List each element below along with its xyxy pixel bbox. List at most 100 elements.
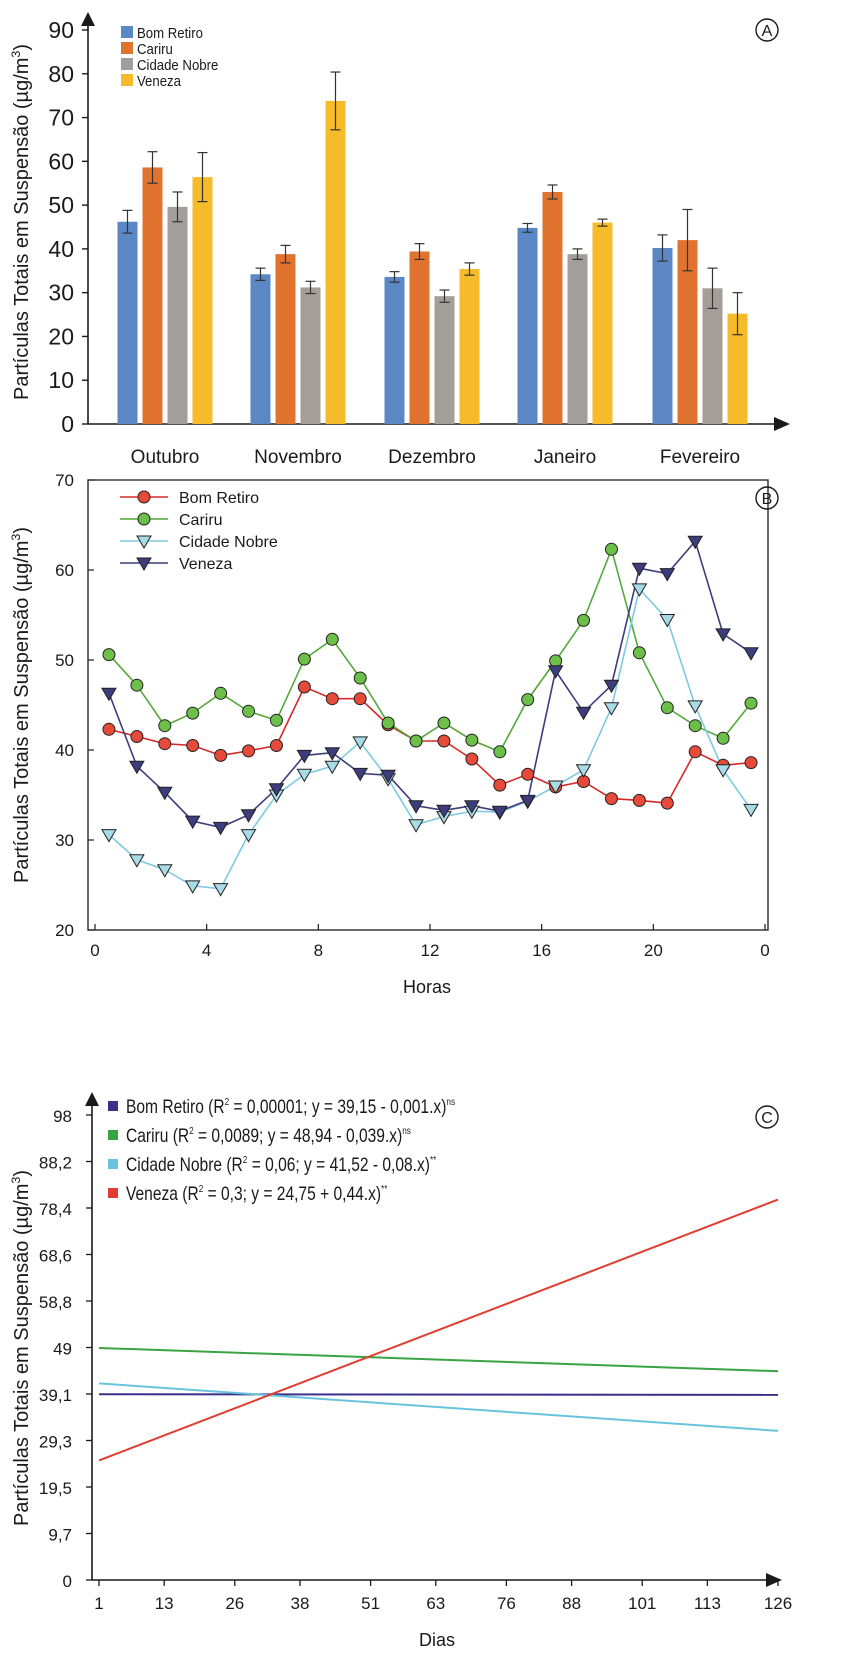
legend-marker xyxy=(136,535,152,549)
data-point xyxy=(408,800,424,814)
regression-line xyxy=(98,1198,779,1462)
y-tick-label: 20 xyxy=(48,323,74,349)
bar xyxy=(117,221,138,424)
legend-label: Bom Retiro xyxy=(179,490,259,507)
y-axis-label: Partículas Totais em Suspensão (µg/m3) xyxy=(9,44,33,400)
panel-label: C xyxy=(761,1110,773,1127)
bar xyxy=(434,296,455,424)
data-point xyxy=(324,747,341,761)
x-tick-label: 126 xyxy=(764,1594,792,1613)
x-tick-label: 0 xyxy=(760,941,769,960)
bar xyxy=(192,177,213,424)
data-point xyxy=(688,719,702,733)
data-point xyxy=(240,829,257,843)
data-point xyxy=(352,767,369,782)
x-tick-label: Outubro xyxy=(131,447,200,468)
regression-line xyxy=(98,1346,779,1373)
data-point xyxy=(575,764,592,778)
regression-line xyxy=(98,1393,779,1396)
bar xyxy=(142,167,163,424)
x-tick-label: Janeiro xyxy=(534,447,596,468)
legend-marker xyxy=(137,490,151,504)
x-tick-label: 38 xyxy=(291,1594,310,1613)
data-point xyxy=(102,722,116,736)
data-point xyxy=(102,648,116,662)
panel-label-circle xyxy=(755,18,779,42)
x-tick-label: 8 xyxy=(314,941,323,960)
legend-label: Veneza (R2 = 0,3; y = 24,75 + 0,44.x)** xyxy=(126,1183,388,1205)
data-point xyxy=(214,686,228,700)
data-point xyxy=(158,719,172,733)
bar xyxy=(727,313,748,424)
y-tick-label: 49 xyxy=(53,1340,72,1359)
x-tick-label: 1 xyxy=(94,1594,103,1613)
data-point xyxy=(521,767,535,781)
x-tick-label: Novembro xyxy=(254,447,342,468)
data-point xyxy=(744,696,758,710)
legend-swatch xyxy=(121,42,133,54)
bar xyxy=(567,254,588,424)
x-tick-label: 113 xyxy=(694,1594,721,1613)
y-tick-label: 40 xyxy=(55,741,74,760)
data-point xyxy=(549,654,563,668)
y-axis-arrow xyxy=(85,1092,99,1106)
data-point xyxy=(409,734,423,748)
data-point xyxy=(687,700,704,714)
data-point xyxy=(603,702,620,716)
data-point xyxy=(659,614,676,628)
data-point xyxy=(214,748,228,762)
data-point xyxy=(184,815,201,830)
y-tick-label: 0 xyxy=(61,411,74,437)
y-tick-label: 60 xyxy=(48,148,74,174)
data-point xyxy=(380,769,396,784)
data-point xyxy=(464,800,480,814)
legend-marker xyxy=(137,512,151,526)
data-point xyxy=(129,854,145,868)
data-point xyxy=(325,632,339,646)
y-tick-label: 19,5 xyxy=(39,1479,72,1498)
data-point xyxy=(603,679,620,694)
legend-swatch xyxy=(108,1188,118,1198)
x-tick-label: 20 xyxy=(644,941,663,960)
y-tick-label: 39,1 xyxy=(39,1386,72,1405)
legend-label: Veneza xyxy=(137,72,181,89)
data-point xyxy=(659,568,676,582)
data-point xyxy=(547,665,564,679)
data-point xyxy=(547,780,564,794)
y-tick-label: 30 xyxy=(48,280,74,306)
bar xyxy=(702,288,723,424)
y-tick-label: 40 xyxy=(48,236,74,262)
y-axis-label: Partículas Totais em Suspensão (µg/m3) xyxy=(9,1170,33,1526)
legend-label: Cidade Nobre xyxy=(179,534,278,551)
data-point xyxy=(101,687,117,702)
legend-label: Bom Retiro (R2 = 0,00001; y = 39,15 - 0,… xyxy=(126,1096,455,1118)
panel-a: 0 10 20 30 40 50 60 70 80 90 Partículas Totais em … xyxy=(9,12,790,468)
panel-label: B xyxy=(762,491,773,508)
x-tick-label: 12 xyxy=(421,941,440,960)
data-point xyxy=(632,646,646,660)
y-axis-arrow xyxy=(81,12,95,26)
data-point xyxy=(687,535,704,550)
y-tick-label: 98 xyxy=(53,1107,72,1126)
x-tick-label: 51 xyxy=(361,1594,380,1613)
legend-label: Cidade Nobre xyxy=(137,56,218,73)
legend-label: Veneza xyxy=(179,556,232,573)
x-tick-label: 13 xyxy=(155,1594,174,1613)
x-tick-label: 16 xyxy=(532,941,551,960)
y-tick-label: 78,4 xyxy=(39,1200,72,1219)
data-point xyxy=(660,701,674,715)
data-point xyxy=(577,613,591,627)
data-point xyxy=(297,680,311,694)
x-axis-label: Dias xyxy=(419,1630,455,1650)
data-point xyxy=(296,768,313,783)
y-tick-label: 88,2 xyxy=(39,1154,72,1173)
x-tick-label: 26 xyxy=(225,1594,244,1613)
panel-label-circle xyxy=(755,486,779,510)
x-axis-arrow xyxy=(774,417,790,431)
legend-swatch xyxy=(108,1159,118,1169)
data-point xyxy=(437,716,451,730)
data-point xyxy=(101,829,117,843)
data-point xyxy=(325,692,339,706)
x-tick-label: Fevereiro xyxy=(660,447,740,468)
